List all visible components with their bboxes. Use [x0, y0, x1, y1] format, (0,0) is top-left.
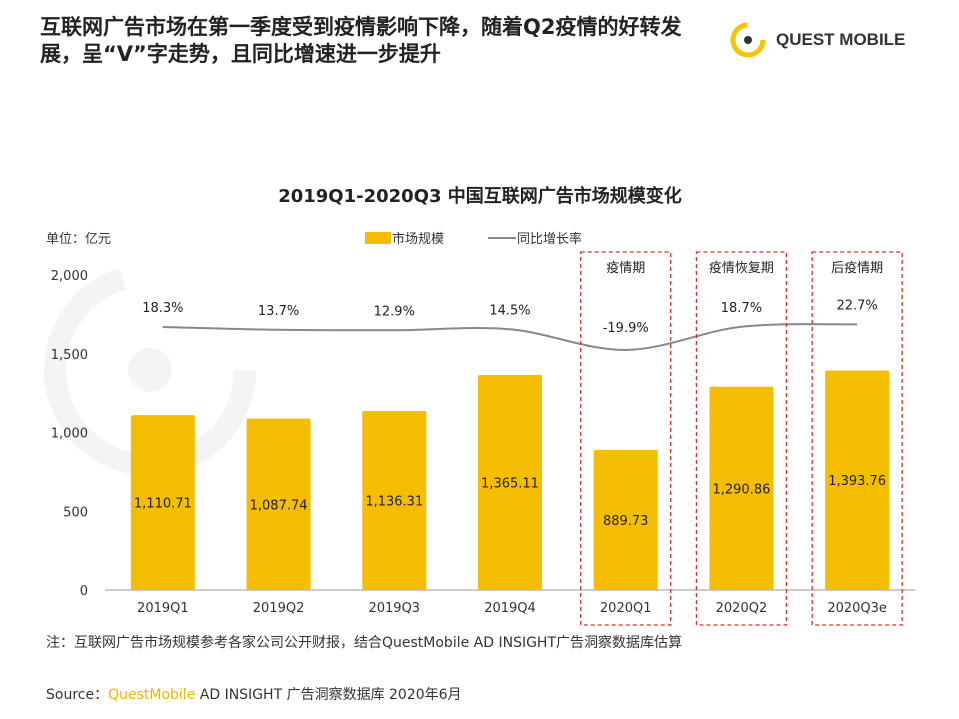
growth-rate-label: -19.9%	[603, 321, 649, 336]
period-box	[695, 251, 788, 626]
page-title: 互联网广告市场在第一季度受到疫情影响下降，随着Q2疫情的好转发展，呈“V”字走势…	[40, 15, 682, 66]
y-tick-label: 0	[80, 584, 88, 599]
legend-bar-swatch	[365, 232, 391, 244]
bar-value-label: 889.73	[603, 514, 649, 529]
growth-rate-label: 18.3%	[142, 301, 183, 316]
period-box	[811, 251, 903, 626]
questmobile-logo-icon	[730, 22, 766, 58]
x-tick-label: 2019Q4	[484, 601, 536, 616]
bar-value-label: 1,365.11	[481, 476, 539, 491]
logo: QUEST MOBILE	[728, 20, 905, 60]
growth-rate-label: 18.7%	[721, 301, 762, 316]
period-label: 疫情期	[606, 260, 645, 276]
legend-line-label: 同比增长率	[517, 231, 582, 247]
bar-value-label: 1,110.71	[134, 497, 192, 512]
bar-value-label: 1,136.31	[365, 495, 423, 510]
source-rest: AD INSIGHT 广告洞察数据库 2020年6月	[195, 687, 462, 703]
x-tick-label: 2019Q1	[137, 601, 189, 616]
growth-rate-label: 13.7%	[258, 304, 299, 319]
bar-value-label: 1,290.86	[712, 482, 770, 497]
growth-rate-label: 22.7%	[836, 298, 877, 313]
chart-title: 2019Q1-2020Q3 中国互联网广告市场规模变化	[278, 185, 682, 207]
period-label: 疫情恢复期	[709, 260, 774, 276]
growth-rate-label: 14.5%	[489, 303, 530, 318]
unit-label: 单位：亿元	[46, 232, 111, 247]
growth-rate-line	[162, 323, 858, 351]
bar-value-label: 1,087.74	[250, 498, 308, 513]
x-tick-label: 2019Q3	[368, 601, 420, 616]
bar-value-label: 1,393.76	[828, 474, 886, 489]
y-tick-label: 1,500	[51, 348, 88, 363]
bar-2020Q3e	[825, 370, 890, 590]
y-tick-label: 500	[63, 505, 88, 520]
source-prefix: Source：	[46, 687, 109, 703]
logo-text: QUEST MOBILE	[776, 30, 906, 49]
y-tick-label: 2,000	[51, 269, 88, 284]
growth-rate-label: 12.9%	[374, 304, 415, 319]
x-tick-label: 2020Q1	[600, 601, 652, 616]
x-tick-label: 2019Q2	[253, 601, 305, 616]
bar-2019Q1	[130, 415, 195, 590]
x-tick-label: 2020Q2	[716, 601, 768, 616]
bar-2020Q2	[709, 386, 774, 590]
period-label: 后疫情期	[831, 260, 883, 276]
period-box	[580, 251, 672, 626]
bar-2019Q4	[478, 374, 542, 590]
legend-bar-label: 市场规模	[392, 231, 444, 247]
footnote: 注：互联网广告市场规模参考各家公司公开财报，结合QuestMobile AD I…	[46, 635, 683, 651]
x-tick-label: 2020Q3e	[827, 601, 887, 616]
source-brand: QuestMobile	[108, 687, 196, 703]
bar-2019Q3	[362, 411, 427, 590]
y-tick-label: 1,000	[51, 427, 88, 442]
source: Source：QuestMobile AD INSIGHT 广告洞察数据库 20…	[46, 684, 462, 704]
bar-2019Q2	[246, 418, 311, 590]
legend: 市场规模 同比增长率	[365, 231, 582, 247]
bar-2020Q1	[593, 449, 658, 590]
